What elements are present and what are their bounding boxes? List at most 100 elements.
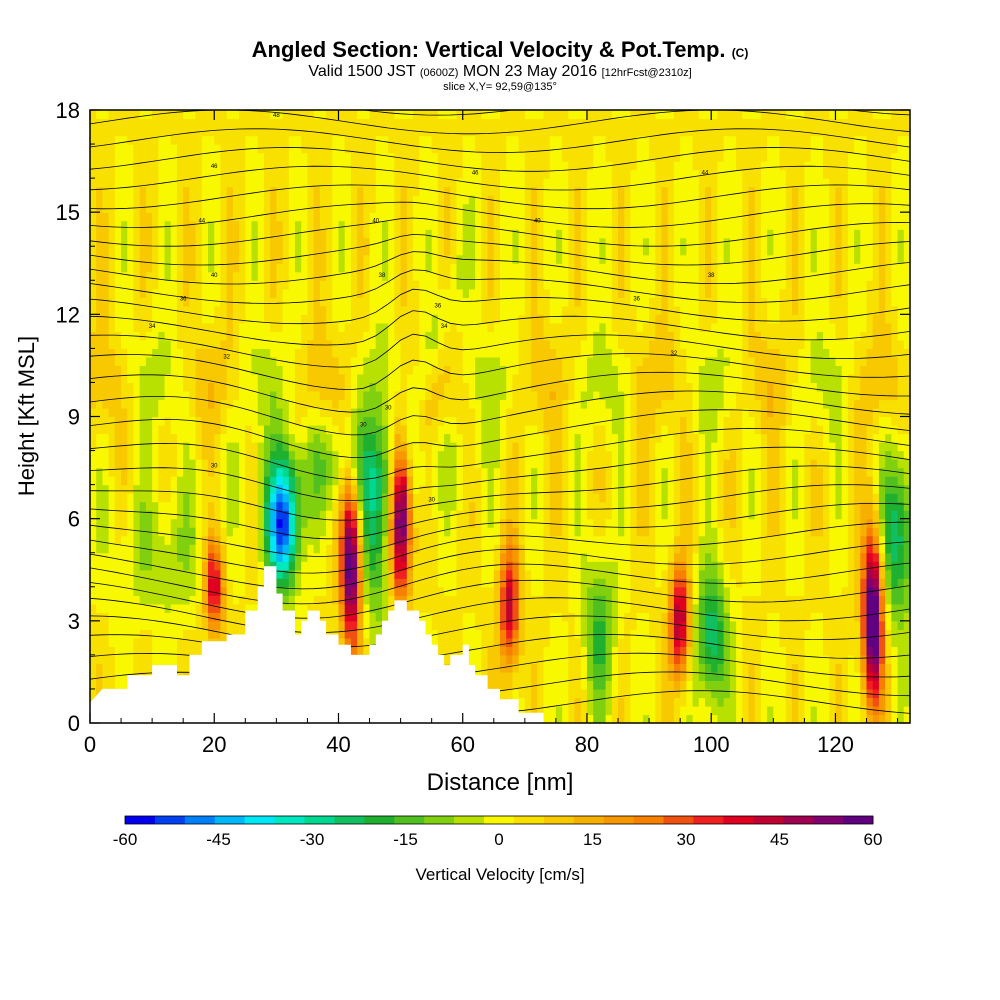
velocity-cell <box>413 195 420 205</box>
velocity-cell <box>487 220 495 230</box>
velocity-cell <box>189 442 197 452</box>
velocity-cell <box>108 220 116 230</box>
velocity-cell <box>307 561 315 571</box>
velocity-cell <box>158 178 166 188</box>
velocity-cell <box>288 552 296 562</box>
velocity-cell <box>214 305 222 315</box>
velocity-cell <box>369 110 377 120</box>
velocity-cell <box>481 390 489 401</box>
velocity-cell <box>506 373 514 384</box>
velocity-cell <box>208 425 215 435</box>
velocity-cell <box>239 493 246 503</box>
velocity-cell <box>133 629 141 639</box>
velocity-cell <box>263 433 271 443</box>
velocity-cell <box>400 280 408 290</box>
velocity-cell <box>257 493 265 503</box>
velocity-cell <box>332 399 340 409</box>
velocity-cell <box>313 271 321 281</box>
velocity-cell <box>96 195 104 205</box>
velocity-cell <box>251 425 259 435</box>
velocity-cell <box>506 535 514 545</box>
velocity-cell <box>344 390 352 401</box>
velocity-cell <box>301 110 309 120</box>
velocity-cell <box>419 595 427 605</box>
velocity-cell <box>220 229 228 239</box>
velocity-cell <box>201 280 209 290</box>
velocity-cell <box>375 356 383 367</box>
velocity-cell <box>456 263 464 273</box>
velocity-cell <box>127 433 135 443</box>
velocity-cell <box>251 484 259 494</box>
velocity-cell <box>437 612 445 622</box>
velocity-cell <box>220 161 228 171</box>
velocity-cell <box>487 510 495 520</box>
velocity-cell <box>208 161 215 171</box>
velocity-cell <box>388 425 395 435</box>
velocity-cell <box>487 331 495 341</box>
velocity-cell <box>133 212 141 222</box>
velocity-cell <box>183 203 190 213</box>
velocity-cell <box>357 442 364 452</box>
velocity-cell <box>456 442 464 452</box>
velocity-cell <box>444 118 451 128</box>
velocity-cell <box>152 161 159 171</box>
velocity-cell <box>170 356 178 367</box>
velocity-cell <box>487 544 495 554</box>
velocity-cell <box>406 339 414 349</box>
velocity-cell <box>158 382 166 392</box>
velocity-cell <box>183 425 190 435</box>
velocity-cell <box>357 246 364 256</box>
velocity-cell <box>468 493 476 503</box>
velocity-cell <box>251 399 259 409</box>
velocity-cell <box>189 348 197 358</box>
velocity-cell <box>481 110 489 120</box>
velocity-cell <box>307 407 315 418</box>
velocity-cell <box>96 263 104 273</box>
velocity-cell <box>406 237 414 247</box>
velocity-cell <box>164 416 172 426</box>
velocity-cell <box>450 220 458 230</box>
velocity-cell <box>232 390 240 401</box>
velocity-cell <box>239 195 246 205</box>
velocity-cell <box>232 484 240 494</box>
velocity-cell <box>475 127 482 137</box>
velocity-cell <box>127 246 135 256</box>
velocity-cell <box>357 212 364 222</box>
velocity-cell <box>350 356 358 367</box>
velocity-cell <box>425 135 433 145</box>
velocity-cell <box>214 203 222 213</box>
velocity-cell <box>139 450 147 460</box>
velocity-cell <box>350 501 358 511</box>
velocity-cell <box>375 229 383 239</box>
velocity-cell <box>369 297 377 307</box>
velocity-cell <box>419 288 427 298</box>
velocity-cell <box>295 178 302 188</box>
velocity-cell <box>425 442 433 452</box>
velocity-cell <box>127 127 135 137</box>
velocity-cell <box>357 280 364 290</box>
velocity-cell <box>214 501 222 511</box>
velocity-cell <box>183 527 190 537</box>
velocity-cell <box>437 237 445 247</box>
velocity-cell <box>307 195 315 205</box>
velocity-cell <box>152 305 159 315</box>
velocity-cell <box>444 544 451 554</box>
velocity-cell <box>400 552 408 562</box>
velocity-cell <box>214 322 222 332</box>
velocity-cell <box>226 569 234 579</box>
velocity-cell <box>437 535 445 545</box>
velocity-cell <box>425 348 433 358</box>
velocity-cell <box>276 118 284 128</box>
velocity-cell <box>437 637 445 647</box>
velocity-cell <box>394 127 402 137</box>
velocity-cell <box>245 569 253 579</box>
velocity-cell <box>425 603 433 613</box>
velocity-cell <box>481 382 489 392</box>
velocity-cell <box>375 416 383 426</box>
velocity-cell <box>257 399 265 409</box>
velocity-cell <box>270 348 277 358</box>
velocity-cell <box>127 178 135 188</box>
velocity-cell <box>431 161 439 171</box>
velocity-cell <box>108 569 116 579</box>
velocity-cell <box>245 595 253 605</box>
